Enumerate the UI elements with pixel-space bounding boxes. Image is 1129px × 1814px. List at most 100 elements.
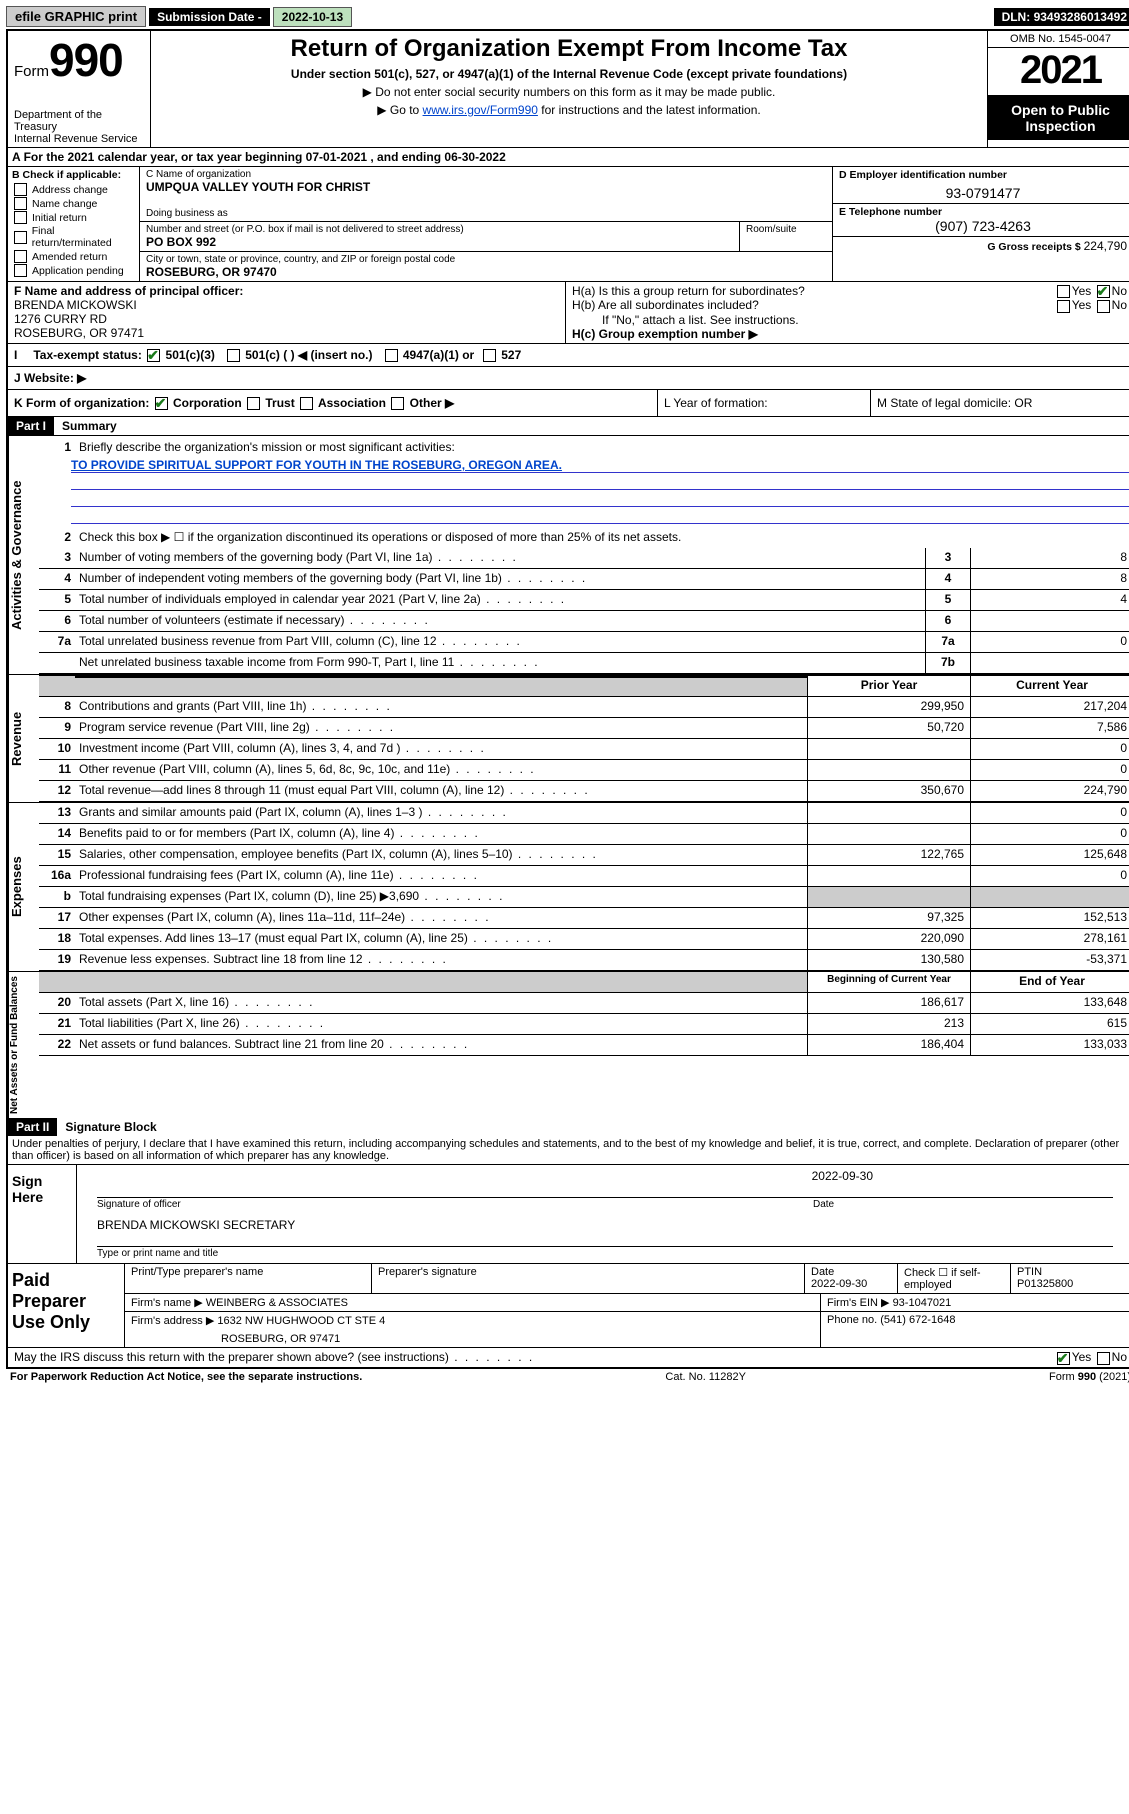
check-name-change[interactable]: Name change: [12, 197, 135, 210]
klm-row: K Form of organization: Corporation Trus…: [8, 390, 1129, 417]
current-year-header: Current Year: [970, 676, 1129, 696]
header-row: Form990 Department of the Treasury Inter…: [8, 31, 1129, 148]
officer-name-value: BRENDA MICKOWSKI SECRETARY: [97, 1218, 1113, 1232]
city-value: ROSEBURG, OR 97470: [146, 265, 455, 279]
tax-year: 2021: [988, 48, 1129, 96]
check-501c3[interactable]: [147, 349, 160, 362]
check-4947a1[interactable]: [385, 349, 398, 362]
bcd-grid: B Check if applicable: Address change Na…: [8, 167, 1129, 282]
form-number-cell: Form990 Department of the Treasury Inter…: [8, 31, 151, 147]
city-label: City or town, state or province, country…: [146, 254, 455, 265]
discuss-text: May the IRS discuss this return with the…: [14, 1350, 1055, 1364]
part1-header: Part I: [8, 417, 54, 435]
officer-addr1: 1276 CURRY RD: [14, 312, 559, 326]
sign-sig-label: Signature of officer: [97, 1199, 813, 1210]
governance-section: Activities & Governance 1 Briefly descri…: [8, 435, 1129, 674]
tax-status-row: I Tax-exempt status: 501(c)(3) 501(c) ( …: [8, 344, 1129, 367]
firm-name: WEINBERG & ASSOCIATES: [206, 1297, 348, 1309]
governance-row: 3Number of voting members of the governi…: [39, 548, 1129, 569]
sign-section: Sign Here 2022-09-30 Signature of office…: [8, 1164, 1129, 1263]
discuss-row: May the IRS discuss this return with the…: [8, 1347, 1129, 1366]
org-name: UMPQUA VALLEY YOUTH FOR CHRIST: [146, 180, 826, 194]
part1-bar: Part I Summary: [8, 417, 1129, 435]
ein-label: D Employer identification number: [839, 169, 1127, 181]
governance-row: 5Total number of individuals employed in…: [39, 590, 1129, 611]
table-row: 10Investment income (Part VIII, column (…: [39, 739, 1129, 760]
box-c: C Name of organization UMPQUA VALLEY YOU…: [140, 167, 832, 281]
firm-addr1: 1632 NW HUGHWOOD CT STE 4: [217, 1315, 385, 1327]
check-application-pending[interactable]: Application pending: [12, 264, 135, 277]
officer-name-label: Type or print name and title: [97, 1246, 1113, 1259]
check-527[interactable]: [483, 349, 496, 362]
check-initial-return[interactable]: Initial return: [12, 211, 135, 224]
open-public-badge: Open to Public Inspection: [988, 96, 1129, 140]
check-other[interactable]: [391, 397, 404, 410]
table-row: 16aProfessional fundraising fees (Part I…: [39, 866, 1129, 887]
table-row: 13Grants and similar amounts paid (Part …: [39, 803, 1129, 824]
expenses-side-label: Expenses: [8, 803, 39, 971]
hb-note: If "No," attach a list. See instructions…: [572, 313, 1127, 327]
footer-left: For Paperwork Reduction Act Notice, see …: [10, 1371, 362, 1383]
footer-form: Form 990 (2021): [1049, 1371, 1129, 1383]
governance-row: 7aTotal unrelated business revenue from …: [39, 632, 1129, 653]
form-subtitle: Under section 501(c), 527, or 4947(a)(1)…: [157, 67, 981, 81]
discuss-yesno[interactable]: Yes No: [1055, 1350, 1127, 1364]
prep-name-header: Print/Type preparer's name: [125, 1264, 372, 1293]
omb-number: OMB No. 1545-0047: [988, 31, 1129, 48]
check-amended-return[interactable]: Amended return: [12, 250, 135, 263]
title-cell: Return of Organization Exempt From Incom…: [151, 31, 988, 147]
efile-print-button[interactable]: efile GRAPHIC print: [6, 6, 146, 27]
firm-addr-label: Firm's address ▶: [131, 1315, 214, 1327]
q1-label: Briefly describe the organization's miss…: [75, 438, 1129, 456]
subdate-value: 2022-10-13: [273, 7, 352, 27]
check-association[interactable]: [300, 397, 313, 410]
dba-label: Doing business as: [146, 208, 826, 219]
hb-yesno[interactable]: Yes No: [1055, 298, 1127, 312]
form-main: Form990 Department of the Treasury Inter…: [6, 29, 1129, 1369]
prep-date-value: 2022-09-30: [811, 1278, 891, 1290]
table-row: 8Contributions and grants (Part VIII, li…: [39, 697, 1129, 718]
table-row: 18Total expenses. Add lines 13–17 (must …: [39, 929, 1129, 950]
firm-name-label: Firm's name ▶: [131, 1297, 203, 1309]
table-row: 19Revenue less expenses. Subtract line 1…: [39, 950, 1129, 971]
ptin-label: PTIN: [1017, 1266, 1127, 1278]
expenses-section: Expenses 13Grants and similar amounts pa…: [8, 802, 1129, 971]
prep-check-selfemp[interactable]: Check ☐ if self-employed: [898, 1264, 1011, 1293]
preparer-label: Paid Preparer Use Only: [8, 1264, 125, 1347]
prior-year-header: Prior Year: [807, 676, 970, 696]
check-address-change[interactable]: Address change: [12, 183, 135, 196]
check-501c-other[interactable]: [227, 349, 240, 362]
sign-date-value: 2022-09-30: [97, 1169, 1113, 1183]
year-formation: L Year of formation:: [657, 390, 870, 416]
begin-year-header: Beginning of Current Year: [807, 972, 970, 992]
phone-label: E Telephone number: [839, 206, 1127, 218]
part2-bar: Part II Signature Block: [8, 1118, 1129, 1136]
netassets-side-label: Net Assets or Fund Balances: [8, 972, 39, 1118]
mission-text[interactable]: TO PROVIDE SPIRITUAL SUPPORT FOR YOUTH I…: [71, 458, 562, 472]
ha-yesno[interactable]: Yes No: [1055, 284, 1127, 298]
governance-row: 6Total number of volunteers (estimate if…: [39, 611, 1129, 632]
ein-value: 93-0791477: [839, 185, 1127, 201]
officer-row: F Name and address of principal officer:…: [8, 282, 1129, 344]
form-title: Return of Organization Exempt From Incom…: [157, 35, 981, 63]
officer-addr2: ROSEBURG, OR 97471: [14, 326, 559, 340]
table-row: 20Total assets (Part X, line 16)186,6171…: [39, 993, 1129, 1014]
governance-side-label: Activities & Governance: [8, 436, 39, 674]
subdate-label: Submission Date -: [149, 8, 270, 26]
instructions-link[interactable]: www.irs.gov/Form990: [423, 103, 538, 117]
preparer-section: Paid Preparer Use Only Print/Type prepar…: [8, 1263, 1129, 1347]
firm-ein-label: Firm's EIN ▶: [827, 1297, 890, 1309]
box-b: B Check if applicable: Address change Na…: [8, 167, 140, 281]
check-corporation[interactable]: [155, 397, 168, 410]
top-toolbar: efile GRAPHIC print Submission Date - 20…: [6, 6, 1129, 27]
check-final-return[interactable]: Final return/terminated: [12, 225, 135, 249]
part2-header: Part II: [8, 1118, 57, 1136]
table-row: 9Program service revenue (Part VIII, lin…: [39, 718, 1129, 739]
phone-value: (907) 723-4263: [839, 218, 1127, 234]
check-trust[interactable]: [247, 397, 260, 410]
governance-row: 4Number of independent voting members of…: [39, 569, 1129, 590]
box-d: D Employer identification number 93-0791…: [832, 167, 1129, 281]
sign-date-label: Date: [813, 1199, 1113, 1210]
part1-title: Summary: [54, 419, 117, 433]
year-cell: OMB No. 1545-0047 2021 Open to Public In…: [988, 31, 1129, 147]
